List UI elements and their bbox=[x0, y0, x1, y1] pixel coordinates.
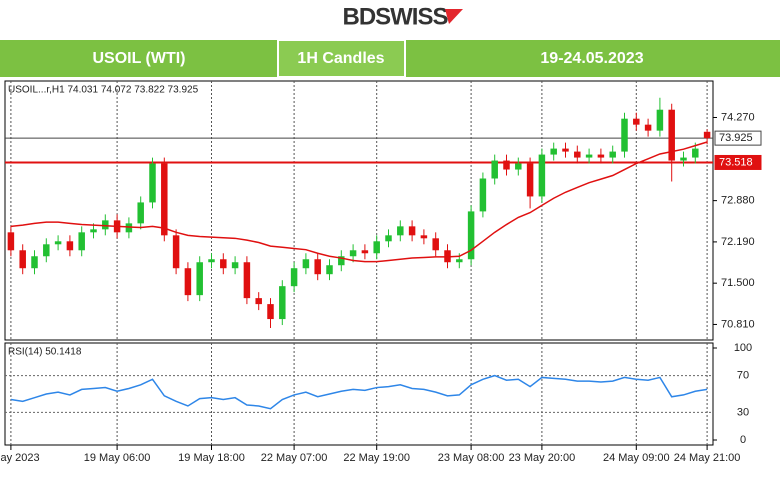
level-label: 73.925 bbox=[719, 132, 753, 144]
candle-body bbox=[243, 262, 251, 299]
candle-body bbox=[503, 160, 510, 170]
candle-body bbox=[349, 250, 357, 257]
candle-body bbox=[90, 229, 97, 233]
candle-body bbox=[231, 262, 239, 269]
level-box bbox=[714, 154, 762, 170]
candle-body bbox=[526, 163, 534, 197]
candle-body bbox=[19, 250, 26, 269]
candle-body bbox=[267, 304, 274, 320]
y-tick-label: 70.810 bbox=[721, 318, 755, 330]
candle-body bbox=[456, 259, 463, 263]
candle-body bbox=[562, 148, 569, 152]
header-text: 1H Candles bbox=[297, 50, 384, 67]
candle-body bbox=[703, 131, 711, 139]
header-text: 19-24.05.2023 bbox=[540, 50, 643, 67]
x-tick-label: 8 May 2023 bbox=[0, 452, 40, 464]
y-tick-label: 72.880 bbox=[721, 195, 755, 207]
candle-body bbox=[644, 124, 652, 131]
candle-body bbox=[692, 148, 699, 158]
y-tick-label: 0 bbox=[740, 434, 746, 446]
candle-body bbox=[302, 259, 310, 269]
candle-body bbox=[432, 238, 439, 251]
candle-body bbox=[196, 262, 203, 296]
candle-body bbox=[385, 235, 392, 242]
candle-body bbox=[621, 118, 628, 152]
candle-body bbox=[184, 268, 192, 296]
level-label: 73.518 bbox=[719, 156, 753, 168]
candle-body bbox=[538, 154, 546, 197]
moving-average bbox=[10, 141, 708, 263]
candle-body bbox=[43, 244, 50, 257]
y-tick-label: 100 bbox=[734, 342, 752, 354]
candle-body bbox=[102, 220, 109, 230]
y-tick-label: 72.190 bbox=[721, 236, 755, 248]
candle-body bbox=[255, 298, 262, 305]
candle-body bbox=[585, 154, 593, 158]
candle-body bbox=[161, 163, 168, 236]
x-tick-label: 22 May 19:00 bbox=[343, 452, 410, 464]
x-tick-label: 23 May 08:00 bbox=[438, 452, 505, 464]
candle-body bbox=[550, 148, 557, 155]
x-tick-label: 23 May 20:00 bbox=[509, 452, 576, 464]
candle-body bbox=[78, 232, 85, 251]
candle-body bbox=[491, 160, 498, 179]
candle-body bbox=[633, 118, 640, 125]
candle-body bbox=[479, 178, 487, 212]
candle-body bbox=[680, 157, 687, 161]
candle-body bbox=[574, 151, 581, 158]
candle-body bbox=[279, 286, 286, 320]
candle-body bbox=[408, 226, 416, 236]
x-tick-label: 24 May 09:00 bbox=[603, 452, 670, 464]
x-tick-label: 22 May 07:00 bbox=[261, 452, 328, 464]
rsi-panel bbox=[4, 342, 714, 446]
y-tick-label: 74.270 bbox=[721, 111, 755, 123]
candle-body bbox=[668, 109, 675, 161]
candle-body bbox=[656, 109, 664, 131]
candle-body bbox=[149, 163, 156, 203]
main-title: USOIL...r,H1 74.031 74.072 73.822 73.925 bbox=[8, 85, 199, 96]
rsi-line bbox=[10, 374, 708, 410]
x-tick-label: 24 May 21:00 bbox=[674, 452, 741, 464]
candle-body bbox=[597, 154, 605, 158]
header-cell bbox=[277, 39, 406, 78]
candle-body bbox=[326, 265, 333, 275]
candle-body bbox=[515, 163, 522, 170]
main-panel bbox=[4, 80, 714, 341]
candle-body bbox=[338, 256, 345, 266]
candle-body bbox=[31, 256, 38, 269]
y-tick-label: 30 bbox=[737, 406, 749, 418]
candle-body bbox=[361, 250, 369, 254]
candle-body bbox=[609, 151, 616, 158]
candle-body bbox=[420, 235, 428, 239]
y-tick-label: 71.500 bbox=[721, 277, 755, 289]
candle-body bbox=[66, 241, 74, 251]
candle-body bbox=[7, 232, 15, 251]
candle-body bbox=[397, 226, 404, 236]
x-tick-label: 19 May 06:00 bbox=[84, 452, 151, 464]
candle-body bbox=[290, 268, 298, 287]
y-tick-label: 70 bbox=[737, 370, 749, 382]
candle-body bbox=[208, 259, 215, 263]
candle-body bbox=[172, 235, 180, 269]
rsi-title: RSI(14) 50.1418 bbox=[8, 347, 82, 358]
candle-body bbox=[137, 202, 144, 224]
candle-body bbox=[125, 223, 133, 233]
header-text: USOIL (WTI) bbox=[92, 50, 185, 67]
candle-body bbox=[373, 241, 380, 254]
logo-mark bbox=[445, 9, 463, 24]
candle-body bbox=[54, 241, 62, 245]
x-tick-label: 19 May 18:00 bbox=[178, 452, 245, 464]
candle-body bbox=[467, 211, 475, 260]
candle-body bbox=[220, 259, 227, 269]
level-box bbox=[714, 130, 762, 146]
candle-body bbox=[314, 259, 321, 275]
logo: BDSWISS bbox=[342, 3, 448, 30]
